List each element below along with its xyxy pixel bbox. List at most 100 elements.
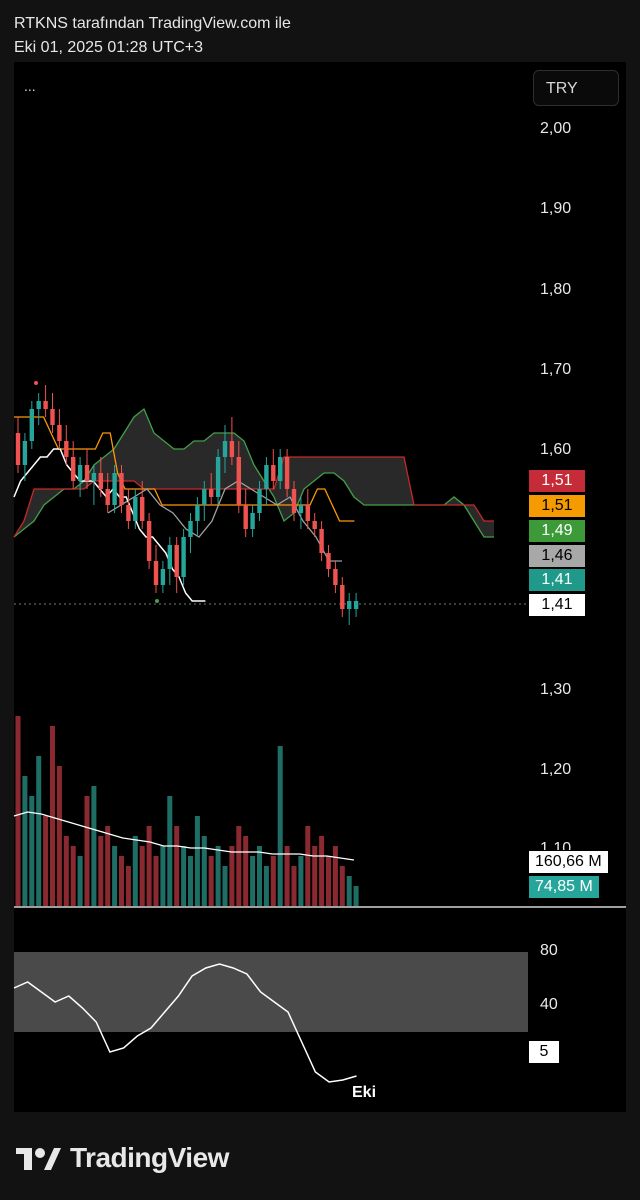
tradingview-logo-icon bbox=[16, 1148, 61, 1170]
kijun-price-tag: 1,51 bbox=[529, 495, 585, 517]
volume-bar bbox=[229, 846, 235, 906]
candle-body bbox=[174, 545, 179, 577]
candle-body bbox=[271, 465, 276, 481]
volume-bar bbox=[43, 816, 49, 906]
candle-body bbox=[284, 457, 290, 489]
volume-bar bbox=[243, 836, 249, 906]
volume-bar bbox=[332, 846, 338, 906]
volume-bar bbox=[174, 826, 180, 906]
more-menu-button[interactable]: ... bbox=[24, 78, 36, 94]
chart-header: RTKNS tarafından TradingView.com ile Eki… bbox=[14, 12, 291, 60]
candle-body bbox=[50, 409, 55, 425]
candle-body bbox=[22, 441, 28, 465]
candle-body bbox=[298, 505, 304, 513]
candle-body bbox=[291, 489, 297, 513]
price-tick-label: 2,00 bbox=[540, 120, 572, 137]
tenkan-price-tag: 1,41 bbox=[529, 569, 585, 591]
candle-body bbox=[202, 489, 207, 505]
candle-body bbox=[264, 465, 269, 489]
price-tick-label: 1,70 bbox=[540, 361, 572, 378]
candle-body bbox=[160, 569, 166, 585]
candle-body bbox=[126, 505, 131, 521]
header-date-line: Eki 01, 2025 01:28 UTC+3 bbox=[14, 39, 204, 56]
volume-bar bbox=[188, 856, 193, 906]
pivot-low-marker bbox=[155, 599, 159, 603]
price-tick-label: 1,10 bbox=[540, 840, 572, 850]
candle-body bbox=[133, 497, 138, 521]
volume-ma-line bbox=[13, 811, 355, 861]
rsi-upper-label: 80 bbox=[540, 942, 558, 959]
candle-body bbox=[326, 553, 331, 569]
last-price-tag: 1,41 bbox=[529, 594, 585, 616]
volume-bar bbox=[139, 846, 145, 906]
candle-body bbox=[229, 441, 235, 457]
candle-body bbox=[250, 513, 255, 529]
volume-bar bbox=[36, 756, 42, 906]
volume-bar bbox=[222, 866, 228, 906]
price-tick-label: 1,80 bbox=[540, 281, 572, 298]
volume-bar bbox=[15, 716, 21, 906]
volume-bar bbox=[346, 876, 352, 906]
volume-bar bbox=[263, 866, 269, 906]
chart-panel[interactable] bbox=[14, 62, 626, 1112]
volume-bar bbox=[284, 846, 290, 906]
volume-bar bbox=[236, 826, 242, 906]
volume-bar bbox=[339, 866, 345, 906]
candle-body bbox=[29, 409, 34, 441]
volume-bar bbox=[112, 846, 118, 906]
volume-bar bbox=[291, 866, 297, 906]
header-author-line: RTKNS tarafından TradingView.com ile bbox=[14, 15, 291, 32]
volume-ma-tag: 160,66 M bbox=[529, 851, 608, 873]
lagging-price-tag: 1,46 bbox=[529, 545, 585, 567]
volume-bar bbox=[91, 786, 97, 906]
volume-bar bbox=[326, 856, 331, 906]
candle-body bbox=[15, 433, 21, 465]
volume-bar bbox=[29, 796, 35, 906]
volume-bar bbox=[50, 726, 55, 906]
time-axis-label: Eki bbox=[352, 1084, 377, 1101]
candle-body bbox=[333, 569, 338, 585]
volume-bar bbox=[105, 826, 111, 906]
rsi-line bbox=[13, 963, 357, 1083]
volume-bar bbox=[125, 866, 131, 906]
volume-bar bbox=[98, 836, 104, 906]
candle-body bbox=[84, 465, 90, 481]
volume-bar bbox=[257, 846, 262, 906]
volume-bar bbox=[84, 796, 90, 906]
rsi-band bbox=[14, 952, 528, 1032]
volume-bar bbox=[305, 826, 311, 906]
pivot-high-marker bbox=[34, 381, 38, 385]
volume-bar bbox=[146, 826, 152, 906]
span-b-price-tag: 1,51 bbox=[529, 470, 585, 492]
candle-body bbox=[153, 561, 159, 585]
volume-bar bbox=[167, 796, 173, 906]
candle-body bbox=[167, 545, 172, 569]
volume-bar bbox=[153, 856, 159, 906]
tradingview-logo: TradingView bbox=[14, 1138, 229, 1178]
volume-bar bbox=[201, 836, 207, 906]
volume-bar bbox=[132, 836, 138, 906]
volume-bar bbox=[250, 856, 256, 906]
candle-body bbox=[119, 473, 124, 505]
volume-bar bbox=[194, 816, 200, 906]
volume-bar bbox=[70, 846, 76, 906]
candle-body bbox=[312, 521, 317, 529]
candle-body bbox=[105, 489, 110, 505]
volume-bar bbox=[181, 846, 187, 906]
volume-bar bbox=[56, 766, 62, 906]
candle-body bbox=[146, 521, 152, 561]
volume-bar bbox=[298, 856, 304, 906]
candle-body bbox=[257, 489, 262, 513]
candle-body bbox=[278, 457, 283, 481]
currency-selector-button[interactable]: TRY bbox=[533, 70, 619, 106]
volume-bar bbox=[215, 846, 221, 906]
volume-bar bbox=[119, 856, 124, 906]
candle-body bbox=[347, 601, 352, 609]
volume-bar bbox=[22, 776, 28, 906]
candle-body bbox=[181, 537, 186, 577]
candle-body bbox=[195, 505, 200, 521]
volume-last-tag: 74,85 M bbox=[529, 876, 599, 898]
candle-body bbox=[209, 489, 214, 497]
candle-body bbox=[112, 473, 117, 505]
lagging-span-line bbox=[107, 480, 342, 562]
